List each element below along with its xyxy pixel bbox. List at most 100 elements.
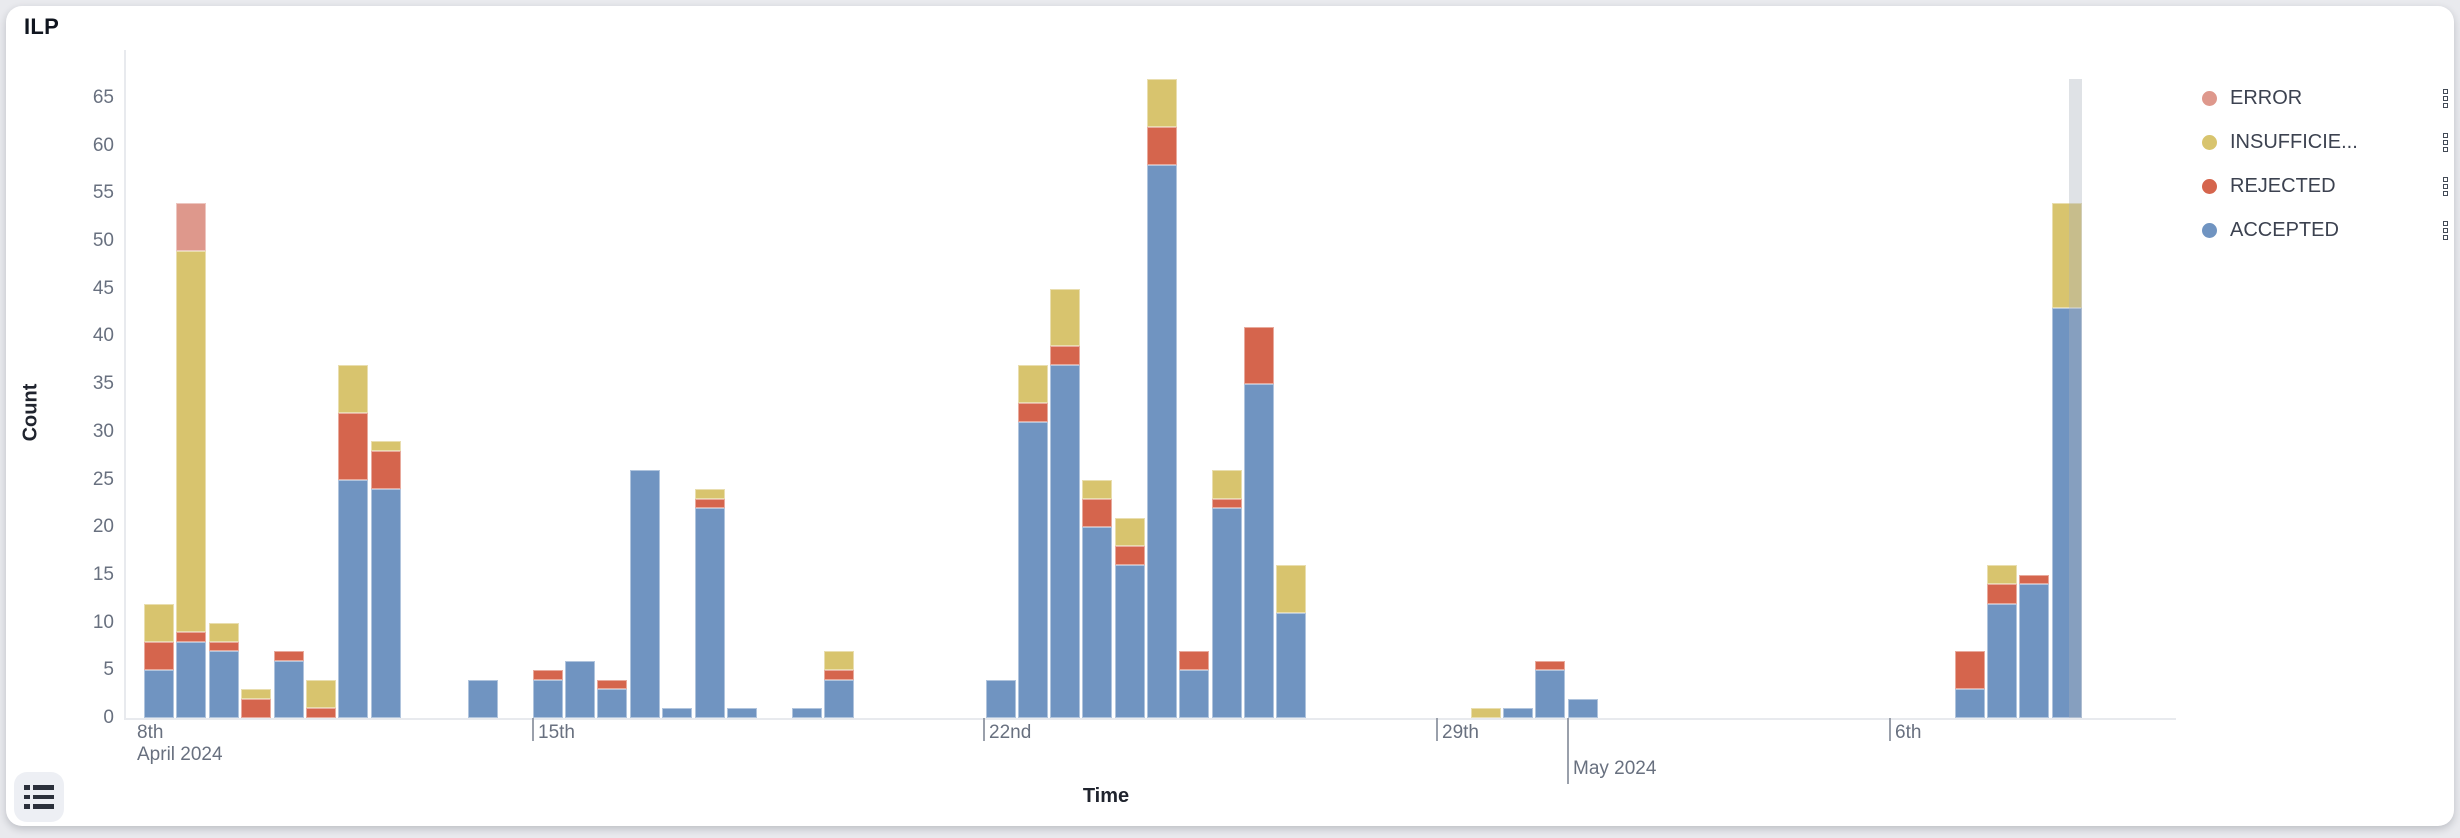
- bar-segment-rejected[interactable]: [1018, 403, 1048, 423]
- bar-segment-rejected[interactable]: [1082, 498, 1112, 528]
- bar-segment-accepted[interactable]: [1050, 365, 1080, 718]
- bar[interactable]: [209, 622, 239, 718]
- bar-segment-accepted[interactable]: [1179, 670, 1209, 718]
- bar-segment-accepted[interactable]: [2052, 307, 2082, 718]
- bar[interactable]: [533, 670, 563, 718]
- bar[interactable]: [695, 489, 725, 718]
- bar-segment-accepted[interactable]: [371, 489, 401, 718]
- bar-segment-accepted[interactable]: [533, 679, 563, 718]
- drag-handle-icon[interactable]: [2443, 88, 2448, 108]
- bar-segment-accepted[interactable]: [1276, 613, 1306, 718]
- bar[interactable]: [2019, 574, 2049, 718]
- bar[interactable]: [144, 603, 174, 718]
- legend-item-insufficient[interactable]: INSUFFICIE...: [2202, 120, 2450, 164]
- bar[interactable]: [468, 679, 498, 718]
- bar[interactable]: [597, 679, 627, 718]
- bar-segment-rejected[interactable]: [338, 412, 368, 480]
- bar-segment-accepted[interactable]: [1503, 708, 1533, 718]
- bar[interactable]: [1115, 517, 1145, 718]
- bar-segment-insufficient[interactable]: [2052, 202, 2082, 308]
- bar-segment-insufficient[interactable]: [338, 365, 368, 413]
- bar-segment-rejected[interactable]: [176, 632, 206, 642]
- bar-segment-insufficient[interactable]: [1276, 565, 1306, 614]
- bar-segment-rejected[interactable]: [824, 670, 854, 680]
- bar-segment-insufficient[interactable]: [1050, 288, 1080, 347]
- bar-segment-rejected[interactable]: [209, 641, 239, 652]
- bar[interactable]: [1535, 660, 1565, 718]
- bar-segment-accepted[interactable]: [727, 708, 757, 718]
- bar[interactable]: [1050, 288, 1080, 718]
- bar[interactable]: [1471, 708, 1501, 718]
- bar-segment-accepted[interactable]: [695, 508, 725, 718]
- bar-segment-rejected[interactable]: [1147, 126, 1177, 165]
- bar-segment-rejected[interactable]: [306, 708, 336, 718]
- bar-segment-accepted[interactable]: [597, 689, 627, 718]
- bar-segment-rejected[interactable]: [1535, 660, 1565, 671]
- bar-segment-rejected[interactable]: [1987, 584, 2017, 604]
- bar-segment-insufficient[interactable]: [144, 603, 174, 642]
- bar-segment-rejected[interactable]: [695, 498, 725, 509]
- bar-segment-error[interactable]: [176, 202, 206, 251]
- drag-handle-icon[interactable]: [2443, 132, 2448, 152]
- bar-segment-insufficient[interactable]: [306, 679, 336, 709]
- bar-segment-accepted[interactable]: [986, 679, 1016, 718]
- bar-segment-insufficient[interactable]: [1471, 708, 1501, 718]
- bar-segment-insufficient[interactable]: [176, 250, 206, 633]
- bar[interactable]: [630, 470, 660, 718]
- bar[interactable]: [1018, 365, 1048, 718]
- bar-segment-rejected[interactable]: [1244, 326, 1274, 385]
- bar-segment-accepted[interactable]: [2019, 584, 2049, 718]
- bar-segment-insufficient[interactable]: [371, 441, 401, 451]
- bar-segment-insufficient[interactable]: [824, 651, 854, 671]
- bar[interactable]: [1082, 479, 1112, 718]
- bar-segment-accepted[interactable]: [1987, 603, 2017, 718]
- bar[interactable]: [1568, 698, 1598, 718]
- bar-segment-accepted[interactable]: [1212, 508, 1242, 718]
- drag-handle-icon[interactable]: [2443, 176, 2448, 196]
- bar-segment-accepted[interactable]: [176, 641, 206, 718]
- bar-segment-accepted[interactable]: [1082, 527, 1112, 718]
- bar-segment-insufficient[interactable]: [209, 622, 239, 642]
- bar-segment-accepted[interactable]: [792, 708, 822, 718]
- bar[interactable]: [1987, 565, 2017, 718]
- bar-segment-rejected[interactable]: [1955, 651, 1985, 690]
- bar[interactable]: [1147, 78, 1177, 718]
- bar-segment-rejected[interactable]: [597, 679, 627, 690]
- bar-segment-insufficient[interactable]: [1212, 470, 1242, 499]
- bar-segment-accepted[interactable]: [1535, 670, 1565, 718]
- bar-segment-rejected[interactable]: [1179, 651, 1209, 671]
- bar-segment-accepted[interactable]: [274, 660, 304, 718]
- bar-segment-accepted[interactable]: [338, 479, 368, 718]
- legend-item-rejected[interactable]: REJECTED: [2202, 164, 2450, 208]
- bar-segment-accepted[interactable]: [630, 470, 660, 718]
- bar-segment-insufficient[interactable]: [1018, 365, 1048, 404]
- bar[interactable]: [1276, 565, 1306, 718]
- bar[interactable]: [1503, 708, 1533, 718]
- bar-segment-insufficient[interactable]: [1147, 78, 1177, 127]
- bar-segment-accepted[interactable]: [662, 708, 692, 718]
- bar[interactable]: [565, 660, 595, 718]
- legend-item-error[interactable]: ERROR: [2202, 76, 2450, 120]
- bar-segment-accepted[interactable]: [1018, 422, 1048, 718]
- bar-segment-insufficient[interactable]: [1082, 479, 1112, 499]
- bar-segment-accepted[interactable]: [144, 670, 174, 718]
- bar[interactable]: [274, 651, 304, 718]
- bar[interactable]: [792, 708, 822, 718]
- bar-segment-rejected[interactable]: [241, 698, 271, 718]
- bar[interactable]: [338, 365, 368, 718]
- bar-segment-rejected[interactable]: [1050, 346, 1080, 366]
- bar-segment-rejected[interactable]: [1212, 498, 1242, 509]
- bar-segment-rejected[interactable]: [1115, 546, 1145, 566]
- bar-segment-accepted[interactable]: [1568, 698, 1598, 718]
- bar[interactable]: [1212, 470, 1242, 718]
- bar[interactable]: [2052, 202, 2082, 718]
- bar-segment-rejected[interactable]: [144, 641, 174, 671]
- bar-segment-accepted[interactable]: [209, 651, 239, 718]
- bar-segment-insufficient[interactable]: [1987, 565, 2017, 585]
- bar[interactable]: [986, 679, 1016, 718]
- bar-segment-insufficient[interactable]: [695, 489, 725, 499]
- bar[interactable]: [371, 441, 401, 718]
- bar[interactable]: [662, 708, 692, 718]
- bar-segment-accepted[interactable]: [565, 660, 595, 718]
- bar-segment-rejected[interactable]: [533, 670, 563, 680]
